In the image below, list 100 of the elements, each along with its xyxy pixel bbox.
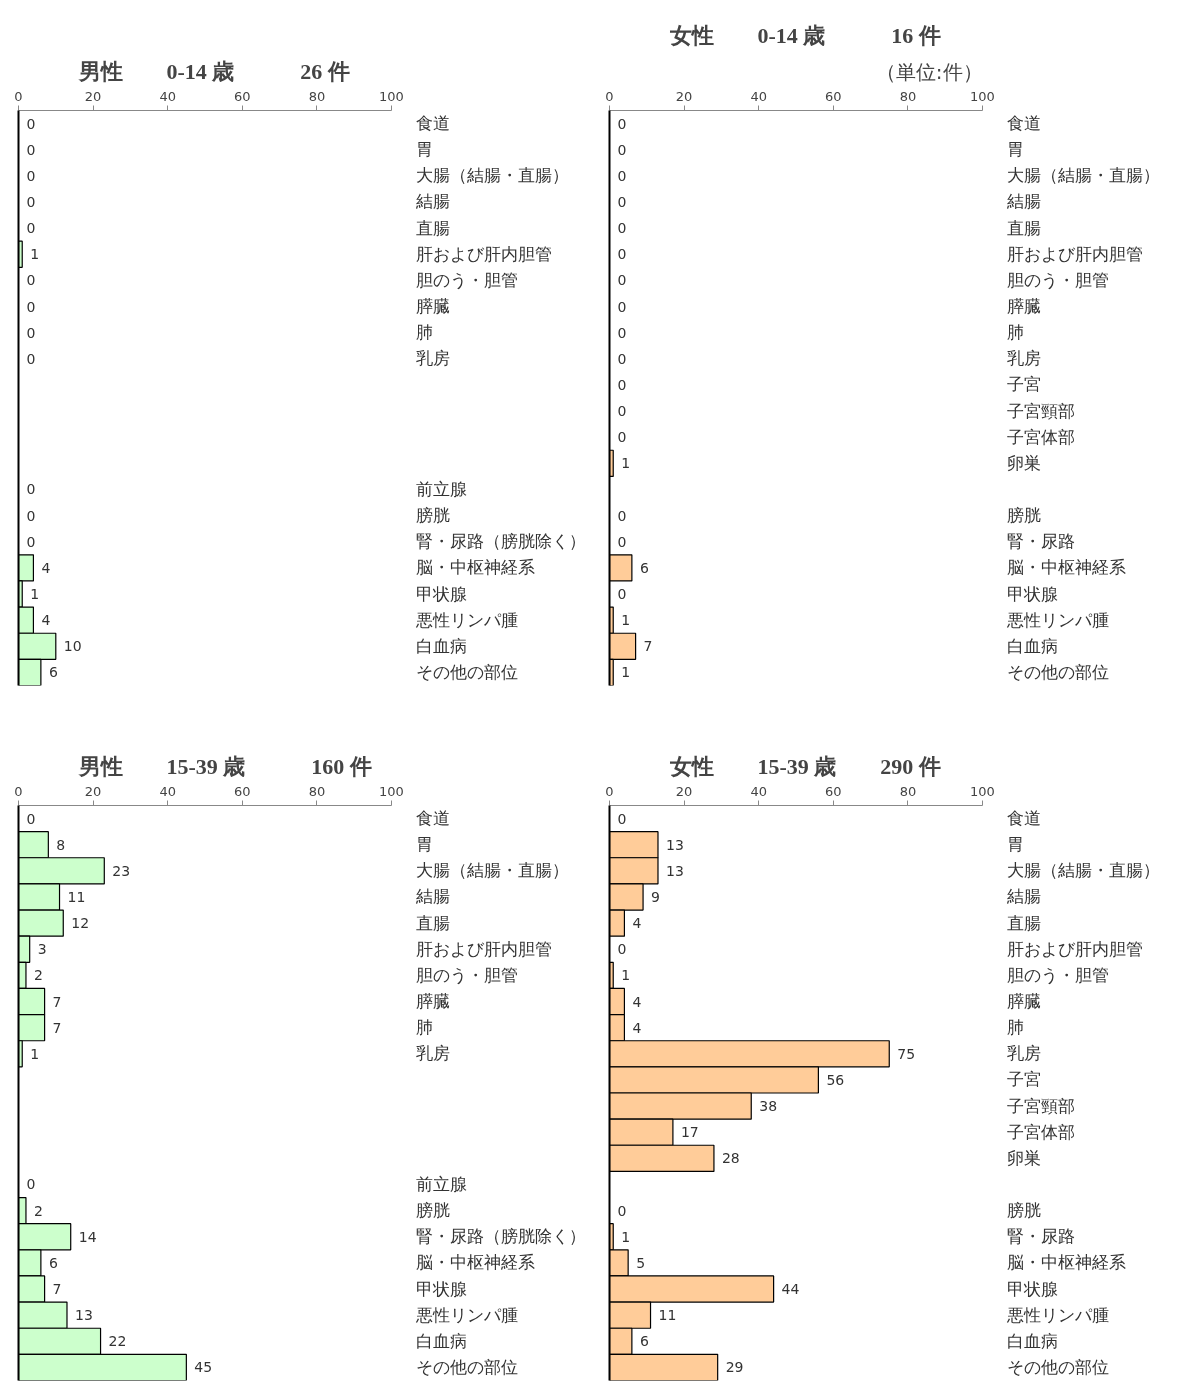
data-label: 0 xyxy=(617,376,627,393)
x-tick-label: 80 xyxy=(899,88,917,104)
chart-title: 男性 15-39 歳 160 件 xyxy=(77,753,372,779)
data-label: 1 xyxy=(621,967,631,984)
y-tick-label: 甲状腺 xyxy=(1006,1279,1058,1299)
y-tick-label: 卵巣 xyxy=(1006,1148,1041,1168)
y-tick-label: 腎・尿路 xyxy=(1006,532,1075,552)
y-tick-label: 膀胱 xyxy=(1006,1201,1041,1221)
x-tick-label: 0 xyxy=(14,88,23,104)
y-tick-label: 子宮体部 xyxy=(1006,1122,1075,1142)
data-label: 2 xyxy=(33,967,43,984)
y-tick-label: 肝および肝内胆管 xyxy=(415,939,552,959)
data-label: 0 xyxy=(617,220,627,237)
chart-title: 女性 15-39 歳 290 件 xyxy=(668,753,941,779)
y-tick-label: 子宮体部 xyxy=(1006,427,1075,447)
data-label: 0 xyxy=(26,810,36,827)
data-label: 1 xyxy=(621,455,631,472)
data-label: 23 xyxy=(112,862,131,879)
x-tick-label: 80 xyxy=(308,88,326,104)
x-tick-label: 100 xyxy=(970,88,995,104)
x-tick-label: 0 xyxy=(605,783,614,799)
data-label: 6 xyxy=(639,1333,649,1350)
x-tick-label: 40 xyxy=(159,88,176,104)
x-tick-label: 0 xyxy=(605,88,614,104)
data-label: 7 xyxy=(643,638,653,655)
data-label: 0 xyxy=(617,403,627,420)
y-tick-label: 白血病 xyxy=(415,636,467,656)
y-tick-label: 卵巣 xyxy=(1006,453,1041,473)
data-label: 0 xyxy=(617,115,627,132)
data-label: 6 xyxy=(48,1254,58,1271)
y-tick-label: 白血病 xyxy=(1006,1331,1058,1351)
y-tick-label: 胃 xyxy=(1006,140,1024,160)
data-label: 11 xyxy=(658,1307,677,1324)
data-label: 44 xyxy=(781,1281,800,1298)
x-tick-label: 60 xyxy=(234,88,251,104)
y-tick-label: その他の部位 xyxy=(1006,1357,1109,1377)
x-tick-label: 100 xyxy=(970,783,995,799)
data-label: 1 xyxy=(30,586,40,603)
x-tick-label: 20 xyxy=(675,88,693,104)
y-tick-label: 乳房 xyxy=(415,1044,450,1064)
data-label: 45 xyxy=(194,1359,213,1376)
y-tick-label: 甲状腺 xyxy=(1006,584,1058,604)
y-tick-label: 大腸（結腸・直腸） xyxy=(415,166,569,186)
y-tick-label: 子宮 xyxy=(1006,375,1041,395)
data-label: 7 xyxy=(52,1019,62,1036)
x-tick-label: 60 xyxy=(825,88,842,104)
y-tick-label: 乳房 xyxy=(1006,1044,1041,1064)
x-tick-label: 100 xyxy=(379,783,404,799)
data-label: 0 xyxy=(617,810,627,827)
y-tick-label: 胆のう・胆管 xyxy=(1006,270,1109,290)
x-tick-label: 20 xyxy=(84,783,102,799)
data-label: 1 xyxy=(621,664,631,681)
data-label: 4 xyxy=(632,993,642,1010)
data-label: 0 xyxy=(617,298,627,315)
y-tick-label: 結腸 xyxy=(414,887,450,907)
y-tick-label: 胆のう・胆管 xyxy=(1006,965,1109,985)
data-label: 11 xyxy=(67,888,86,905)
y-tick-label: 子宮 xyxy=(1006,1070,1041,1090)
y-tick-label: 腎・尿路 xyxy=(1006,1227,1075,1247)
data-label: 0 xyxy=(26,272,36,289)
data-label: 4 xyxy=(41,559,51,576)
data-label: 0 xyxy=(26,167,36,184)
data-label: 0 xyxy=(26,481,36,498)
data-label: 7 xyxy=(52,993,62,1010)
data-label: 0 xyxy=(26,1176,36,1193)
y-tick-label: 肺 xyxy=(415,323,433,343)
data-label: 4 xyxy=(632,915,642,932)
data-label: 12 xyxy=(71,915,90,932)
y-tick-label: 膀胱 xyxy=(415,1201,450,1221)
data-label: 17 xyxy=(680,1124,699,1141)
data-label: 0 xyxy=(26,350,36,367)
data-label: 0 xyxy=(26,115,36,132)
x-tick-label: 80 xyxy=(899,783,917,799)
data-label: 0 xyxy=(617,429,627,446)
data-label: 0 xyxy=(617,246,627,263)
y-tick-label: 腎・尿路（膀胱除く） xyxy=(415,1227,586,1247)
y-tick-label: 食道 xyxy=(415,114,450,134)
x-tick-label: 60 xyxy=(825,783,842,799)
data-label: 1 xyxy=(621,1228,631,1245)
data-label: 0 xyxy=(617,586,627,603)
y-tick-label: 直腸 xyxy=(415,913,450,933)
y-tick-label: 結腸 xyxy=(1005,887,1041,907)
data-label: 13 xyxy=(665,862,684,879)
data-label: 1 xyxy=(30,246,40,263)
data-label: 0 xyxy=(617,167,627,184)
y-tick-label: 大腸（結腸・直腸） xyxy=(1006,166,1160,186)
y-tick-label: 肺 xyxy=(1006,323,1024,343)
data-label: 28 xyxy=(721,1150,740,1167)
y-tick-label: 大腸（結腸・直腸） xyxy=(1006,861,1160,881)
y-tick-label: その他の部位 xyxy=(1006,662,1109,682)
data-label: 10 xyxy=(63,638,82,655)
data-label: 5 xyxy=(636,1254,646,1271)
y-tick-label: 結腸 xyxy=(414,192,450,212)
data-label: 4 xyxy=(632,1019,642,1036)
y-tick-label: 悪性リンパ腫 xyxy=(414,1305,518,1325)
text: （単位:件） xyxy=(875,59,983,84)
y-tick-label: 子宮頸部 xyxy=(1006,401,1075,421)
x-tick-label: 0 xyxy=(14,783,23,799)
y-tick-label: 膵臓 xyxy=(415,992,450,1012)
y-tick-label: 甲状腺 xyxy=(415,1279,467,1299)
